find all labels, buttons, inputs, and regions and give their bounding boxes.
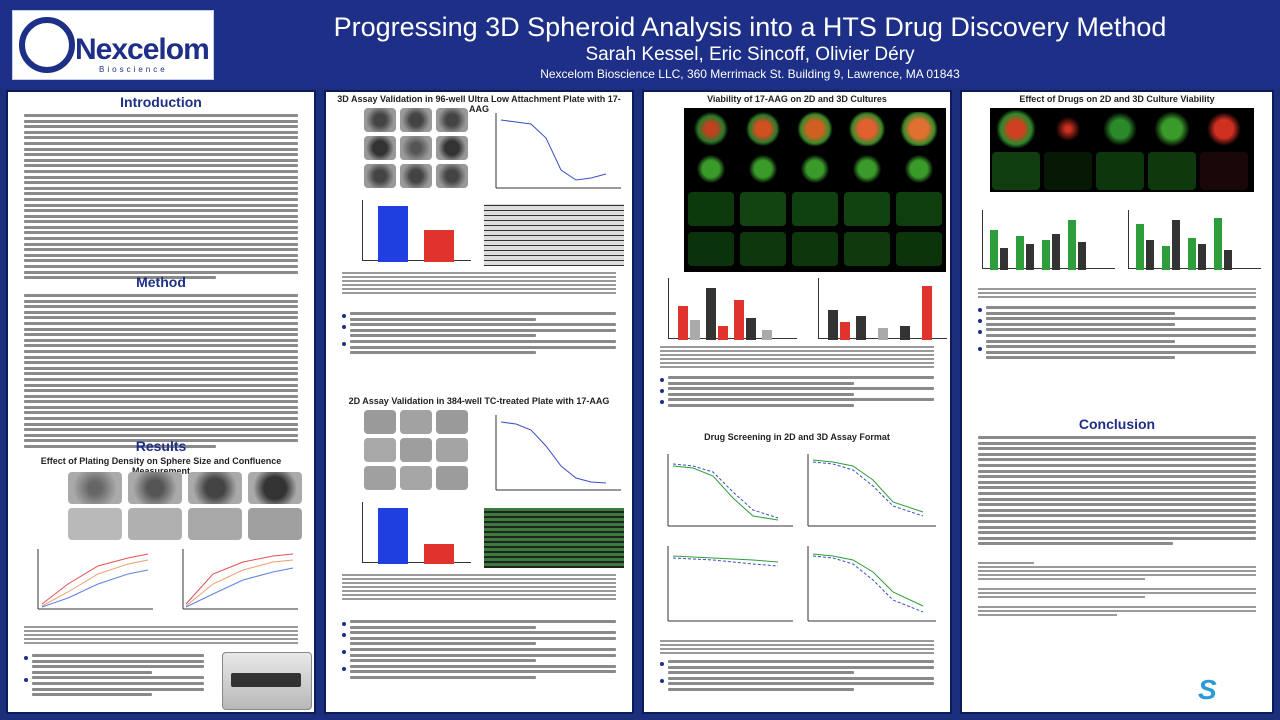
96well-bar-chart — [362, 200, 472, 262]
screening-dose-response-charts — [667, 454, 936, 622]
column-2: 3D Assay Validation in 96-well Ultra Low… — [324, 90, 634, 714]
results-bullets — [24, 654, 204, 699]
384well-caption — [342, 574, 616, 602]
96well-dose-response-chart — [495, 113, 621, 189]
method-text — [24, 294, 298, 451]
drug-effect-caption — [978, 288, 1256, 300]
references-list — [978, 562, 1256, 618]
figure-title-screening: Drug Screening in 2D and 3D Assay Format — [704, 432, 890, 442]
viability-bullets — [660, 376, 934, 410]
screening-caption — [660, 640, 934, 656]
section-heading-method: Method — [136, 274, 186, 290]
introduction-text — [24, 114, 298, 282]
figure-title-384well: 2D Assay Validation in 384-well TC-treat… — [348, 396, 610, 406]
viability-bar-chart-right — [818, 278, 948, 340]
results-caption — [24, 626, 298, 646]
section-heading-results: Results — [135, 438, 187, 454]
drug-effect-bar-chart-left — [982, 210, 1116, 270]
384well-dose-response-chart — [495, 415, 621, 491]
384well-bullets — [342, 620, 616, 682]
logo-ring-icon — [19, 17, 75, 73]
poster-authors: Sarah Kessel, Eric Sincoff, Olivier Déry — [585, 44, 915, 65]
viability-image-grid — [684, 108, 946, 272]
logo-wordmark: Nexcelom — [75, 33, 210, 66]
96well-caption — [342, 272, 616, 296]
sphere-images — [68, 472, 308, 540]
poster-affiliation: Nexcelom Bioscience LLC, 360 Merrimack S… — [540, 67, 960, 81]
screening-bullets — [660, 660, 934, 694]
96well-plate-map — [484, 204, 624, 266]
section-heading-conclusion: Conclusion — [1078, 416, 1156, 432]
poster-header: Nexcelom Bioscience Progressing 3D Spher… — [0, 0, 1280, 88]
384well-plate-map — [484, 508, 624, 568]
drug-effect-bar-chart-right — [1128, 210, 1262, 270]
logo-subtitle: Bioscience — [99, 65, 168, 74]
poster-title: Progressing 3D Spheroid Analysis into a … — [333, 12, 1167, 42]
384well-bar-chart — [362, 502, 472, 564]
viability-bar-chart-left — [668, 278, 798, 340]
viability-caption — [660, 346, 934, 370]
section-heading-introduction: Introduction — [120, 94, 202, 110]
96well-bullets — [342, 312, 616, 357]
celigo-instrument-image — [222, 652, 312, 710]
drug-effect-image-grid — [990, 108, 1254, 192]
drug-effect-bullets — [978, 306, 1256, 362]
column-4: Effect of Drugs on 2D and 3D Culture Via… — [960, 90, 1274, 714]
column-3: Viability of 17-AAG on 2D and 3D Culture… — [642, 90, 952, 714]
96well-sphere-images — [364, 108, 472, 190]
figure-title-plating-density: Effect of Plating Density on Sphere Size… — [40, 456, 282, 476]
nexcelom-logo: Nexcelom Bioscience — [12, 10, 214, 80]
column-1: Introduction Method Results Effect of Pl… — [6, 90, 316, 714]
figure-title-viability: Viability of 17-AAG on 2D and 3D Culture… — [707, 94, 887, 104]
conclusion-text — [978, 436, 1256, 548]
384well-well-images — [364, 410, 472, 492]
figure-title-96well: 3D Assay Validation in 96-well Ultra Low… — [337, 94, 621, 114]
plating-density-line-charts — [37, 549, 298, 610]
celigo-logo: S — [1112, 672, 1222, 708]
figure-title-drug-effect: Effect of Drugs on 2D and 3D Culture Via… — [1019, 94, 1215, 104]
celigo-swoosh-icon: S — [1198, 674, 1217, 705]
